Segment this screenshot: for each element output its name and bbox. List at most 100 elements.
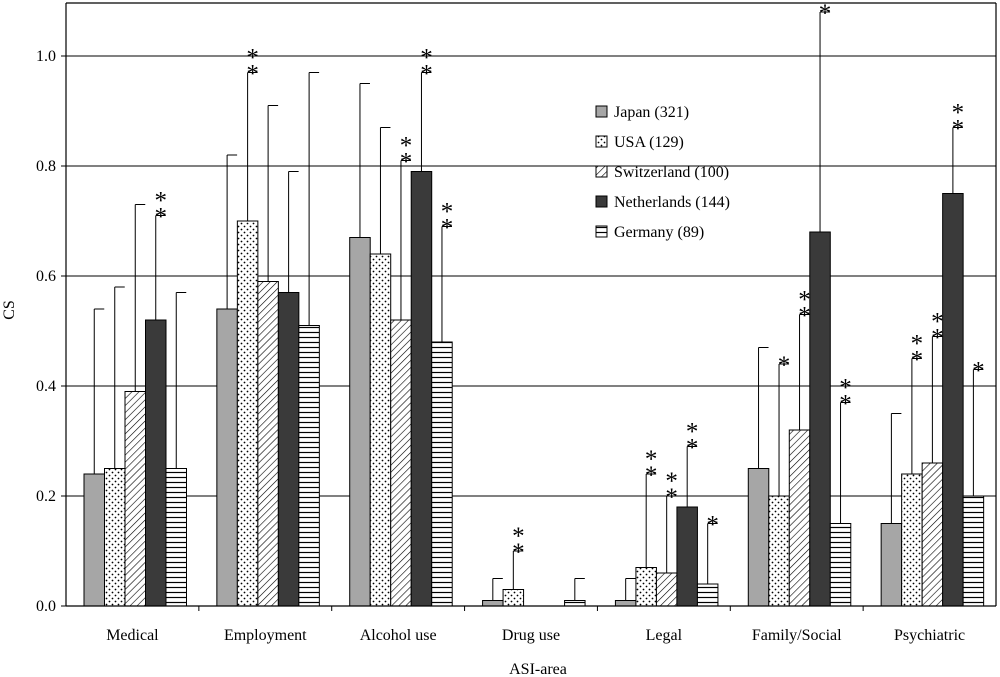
category-labels: Medical Employment Alcohol use Drug use Lega… [106, 606, 965, 644]
significance-star: * [798, 303, 811, 330]
significance-star: * [645, 446, 658, 473]
x-axis-title: ASI-area [509, 661, 567, 677]
y-tick-label: 0.6 [36, 268, 56, 285]
y-tick-label: 0.2 [36, 488, 56, 505]
y-tick-label: 0.0 [36, 598, 56, 615]
category-label: Family/Social [752, 627, 842, 644]
y-axis-title: CS [1, 300, 18, 320]
bar [349, 237, 371, 607]
category-label: Legal [646, 627, 683, 644]
bar [236, 220, 259, 607]
y-tick-label: 1.0 [36, 48, 56, 65]
significance-star: * [798, 287, 811, 314]
bar [962, 495, 985, 607]
bar [165, 468, 187, 607]
bar [696, 583, 719, 607]
gridlines [66, 55, 996, 497]
bar [145, 319, 167, 607]
category-label: Alcohol use [360, 627, 437, 644]
legend-label: Netherlands (144) [614, 194, 730, 211]
bar [655, 572, 678, 607]
bar [747, 468, 770, 607]
significance-star: * [665, 468, 678, 495]
axes [65, 2, 997, 607]
significance-star: * [972, 358, 985, 385]
significance-star: * [400, 149, 413, 176]
significance-star: * [911, 347, 924, 374]
significance-star: * [246, 61, 259, 88]
significance-star: * [400, 133, 413, 160]
legend-swatch [595, 105, 608, 118]
significance-star: * [839, 391, 852, 418]
category-label: Medical [106, 627, 159, 644]
bar [635, 567, 657, 607]
category-label: Employment [224, 627, 307, 644]
bar [921, 462, 944, 607]
bar [410, 171, 433, 607]
legend-label: Switzerland (100) [614, 164, 729, 181]
significance-star: * [512, 539, 525, 566]
significance-star: * [911, 331, 924, 358]
category-label: Drug use [502, 627, 560, 644]
bar [768, 495, 790, 607]
bar [124, 391, 146, 607]
significance-star: * [512, 523, 525, 550]
bar [298, 325, 320, 607]
bar [788, 429, 811, 607]
legend-item: Switzerland (100) [595, 164, 729, 181]
bar [829, 523, 852, 607]
bar [216, 308, 238, 607]
significance-star: * [441, 199, 454, 226]
bar [502, 589, 525, 607]
bar [431, 341, 453, 607]
legend-item: Japan (321) [595, 104, 689, 121]
y-tick-label: 0.4 [36, 378, 56, 395]
significance-star: * [839, 375, 852, 402]
significance-star: * [686, 435, 699, 462]
error-bars [93, 11, 984, 601]
bar [277, 292, 300, 607]
y-tick-labels: 0.0 0.2 0.4 0.6 0.8 1.0 [36, 48, 66, 615]
legend-item: USA (129) [595, 134, 684, 151]
legend-swatch [595, 165, 608, 178]
significance-star: * [706, 512, 719, 539]
legend-item: Germany (89) [595, 224, 704, 241]
significance-star: * [952, 116, 965, 143]
significance-star: * [246, 45, 259, 72]
bar [676, 506, 698, 607]
legend: Japan (321) USA (129) Switzerland (100) Net… [595, 104, 730, 241]
significance-star: * [155, 204, 168, 231]
significance-star: * [931, 325, 944, 352]
significance-star: * [155, 188, 168, 215]
bar [482, 600, 504, 607]
bar [880, 523, 903, 607]
legend-swatch [595, 135, 608, 148]
significance-star: * [778, 352, 791, 379]
significance-star: * [665, 484, 678, 511]
bar [942, 193, 964, 607]
bar [614, 600, 637, 607]
significance-star: * [645, 462, 658, 489]
bar [564, 600, 586, 607]
significance-star: * [686, 419, 699, 446]
significance-star: * [819, 0, 832, 11]
bar [809, 231, 831, 607]
legend-label: USA (129) [614, 134, 684, 151]
significance-star: * [441, 215, 454, 242]
significance-markers: ********************************* [155, 0, 985, 566]
significance-star: * [420, 45, 433, 72]
legend-swatch [595, 225, 608, 238]
category-label: Psychiatric [894, 627, 965, 644]
legend-label: Japan (321) [614, 104, 689, 121]
significance-star: * [819, 0, 832, 27]
bar [369, 253, 392, 607]
bar [83, 473, 105, 607]
bar [901, 473, 923, 607]
bar [257, 281, 279, 607]
significance-star: * [952, 100, 965, 127]
legend-item: Netherlands (144) [595, 194, 730, 211]
significance-star: * [931, 309, 944, 336]
significance-star: * [420, 61, 433, 88]
bar [104, 468, 126, 607]
